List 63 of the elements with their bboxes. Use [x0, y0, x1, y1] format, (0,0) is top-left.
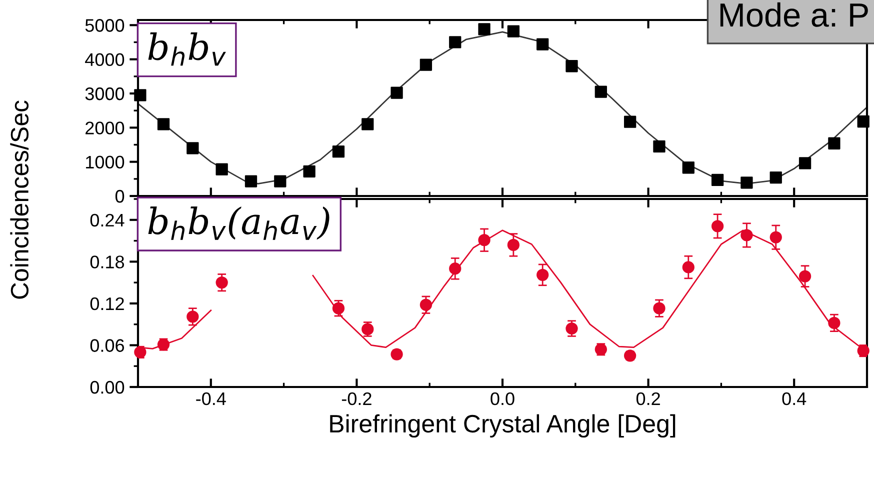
point [682, 162, 694, 174]
point [478, 23, 490, 36]
point [507, 25, 520, 38]
point [653, 302, 666, 314]
point [770, 231, 782, 244]
y-tick-label: 0.12 [90, 297, 124, 310]
point [157, 118, 170, 130]
point [449, 262, 462, 275]
point [216, 276, 228, 289]
point [332, 146, 345, 158]
point [740, 176, 753, 189]
point [362, 118, 374, 130]
y-tick-label: 0.00 [90, 380, 124, 394]
point [682, 261, 694, 274]
point [478, 234, 490, 246]
point [390, 86, 403, 99]
point [507, 238, 520, 252]
x-tick-label: 0.2 [636, 392, 660, 406]
point [594, 86, 607, 98]
point [857, 115, 870, 128]
point [653, 140, 666, 153]
y-axis-title: Coincidences/Sec [10, 100, 29, 299]
x-tick-label: -0.2 [342, 392, 372, 406]
point [332, 302, 345, 314]
point [711, 220, 724, 232]
point [798, 270, 812, 282]
point [186, 142, 199, 154]
point [186, 310, 199, 323]
point [770, 171, 782, 184]
point [303, 165, 316, 178]
point [216, 163, 228, 176]
point [536, 38, 549, 50]
y-tick-label: 0.06 [90, 339, 124, 352]
y-tick-label: 2000 [86, 122, 124, 134]
y-tick-label: 5000 [85, 19, 124, 32]
y-tick-label: 1000 [86, 156, 124, 169]
annotation: b$_{h}$b$_{v}$ [148, 32, 226, 66]
point [390, 348, 403, 360]
point [420, 298, 432, 311]
y-tick-label: 0.18 [90, 256, 124, 268]
x-tick-label: -0.4 [196, 392, 226, 406]
point [711, 174, 724, 186]
text: b$_{h}$b$_{v}$(a$_{h}$a$_{v}$) [148, 206, 330, 240]
point [798, 157, 812, 170]
point [740, 229, 753, 242]
point [244, 175, 258, 188]
x-axis-title: Birefringent Crystal Angle [Deg] [330, 414, 676, 438]
annotation: Mode a: P [720, 2, 868, 27]
point [134, 89, 146, 102]
point [274, 175, 286, 188]
point [420, 58, 432, 71]
point [828, 316, 840, 330]
point [449, 36, 462, 48]
x-tick-label: 0.0 [490, 392, 514, 406]
point [828, 137, 840, 150]
point [536, 268, 549, 281]
y-tick-label: 0 [115, 190, 124, 203]
y-tick-label: 0.24 [90, 214, 124, 227]
point [566, 60, 578, 72]
point [624, 116, 636, 128]
y-tick-label: 3000 [85, 87, 124, 100]
y-tick-label: 4000 [85, 53, 124, 66]
x-tick-label: 0.4 [782, 392, 806, 406]
